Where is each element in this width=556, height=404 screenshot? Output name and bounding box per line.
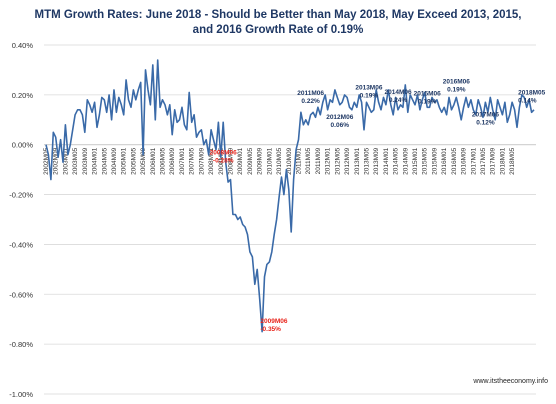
x-tick-label: 2009M09 <box>257 147 264 174</box>
x-tick-label: 2006M09 <box>169 147 176 174</box>
annotation-value: 0.06% <box>331 122 350 129</box>
x-tick-label: 2011M01 <box>295 147 302 174</box>
x-tick-label: 2015M05 <box>422 147 429 174</box>
x-tick-label: 2004M05 <box>101 147 108 174</box>
annotation-label: 2008M06 <box>210 149 237 156</box>
y-tick-label: 0.20% <box>12 91 34 100</box>
x-tick-label: 2011M05 <box>305 147 312 174</box>
x-tick-label: 2002M09 <box>53 147 60 174</box>
annotation-value: -0.28% <box>213 157 234 164</box>
x-tick-label: 2016M05 <box>451 147 458 174</box>
x-tick-label: 2010M09 <box>286 147 293 174</box>
annotation-label: 2017M06 <box>472 111 499 118</box>
x-tick-label: 2018M05 <box>509 147 516 174</box>
y-tick-label: -0.20% <box>9 191 33 200</box>
annotation-value: 0.19% <box>447 86 466 93</box>
x-tick-label: 2005M09 <box>140 147 147 174</box>
x-tick-label: 2017M09 <box>490 147 497 174</box>
x-tick-label: 2011M09 <box>315 147 322 174</box>
x-tick-label: 2007M01 <box>179 147 186 174</box>
x-tick-label: 2015M01 <box>412 147 419 174</box>
x-tick-label: 2013M09 <box>373 147 380 174</box>
source-footer: www.itstheeconomy.info <box>472 378 548 385</box>
annotation-value: -0.35% <box>260 326 281 333</box>
annotation-label: 2011M06 <box>297 90 324 97</box>
annotation-label: 2014M06 <box>384 89 411 96</box>
x-tick-label: 2004M09 <box>111 147 118 174</box>
chart-title: MTM Growth Rates: June 2018 - Should be … <box>0 8 556 38</box>
x-tick-label: 2009M01 <box>237 147 244 174</box>
x-tick-label: 2015M09 <box>431 147 438 174</box>
x-tick-label: 2008M09 <box>228 147 235 174</box>
x-tick-label: 2007M05 <box>189 147 196 174</box>
y-tick-label: -0.80% <box>9 340 33 349</box>
x-tick-label: 2016M09 <box>461 147 468 174</box>
chart-title-line-2: and 2016 Growth Rate of 0.19% <box>192 24 364 36</box>
annotation-value: 0.14% <box>518 97 537 104</box>
x-tick-label: 2006M05 <box>160 147 167 174</box>
x-tick-label: 2014M05 <box>393 147 400 174</box>
x-tick-label: 2018M01 <box>499 147 506 174</box>
annotation-value: 0.24% <box>389 97 408 104</box>
annotation-label: 2015M06 <box>414 90 441 97</box>
annotation-label: 2012M06 <box>326 114 353 121</box>
x-tick-label: 2012M09 <box>344 147 351 174</box>
annotation-value: 0.22% <box>301 98 320 105</box>
x-tick-label: 2006M01 <box>150 147 157 174</box>
x-tick-label: 2013M01 <box>354 147 361 174</box>
x-tick-label: 2008M05 <box>218 147 225 174</box>
x-tick-label: 2014M01 <box>383 147 390 174</box>
x-tick-label: 2003M01 <box>62 147 69 174</box>
series-line-mtm-growth <box>45 59 535 333</box>
x-tick-label: 2010M01 <box>266 147 273 174</box>
x-tick-label: 2017M05 <box>480 147 487 174</box>
y-tick-label: 0.00% <box>12 141 34 150</box>
series-layer <box>45 59 535 333</box>
x-tick-label: 2014M09 <box>402 147 409 174</box>
x-tick-label: 2007M09 <box>198 147 205 174</box>
x-tick-label: 2012M01 <box>325 147 332 174</box>
x-tick-label: 2003M05 <box>72 147 79 174</box>
x-tick-label: 2005M01 <box>121 147 128 174</box>
x-tick-label: 2004M01 <box>92 147 99 174</box>
annotation-label: 2013M06 <box>355 84 382 91</box>
x-tick-label: 2012M05 <box>334 147 341 174</box>
chart-title-line-1: MTM Growth Rates: June 2018 - Should be … <box>34 9 522 21</box>
annotation-value: 0.19% <box>418 98 437 105</box>
y-tick-label: 0.40% <box>12 41 34 50</box>
x-axis-tick-labels: 2002M05 2002M09 2003M01 2003M05 2003M09 2004M… <box>43 147 516 174</box>
annotation-value: 0.19% <box>360 92 379 99</box>
x-tick-label: 2010M05 <box>276 147 283 174</box>
y-tick-label: -0.60% <box>9 290 33 299</box>
x-tick-label: 2016M01 <box>441 147 448 174</box>
x-tick-label: 2002M05 <box>43 147 50 174</box>
grid-lines <box>44 44 536 395</box>
x-tick-label: 2008M01 <box>208 147 215 174</box>
y-tick-label: -0.40% <box>9 240 33 249</box>
x-tick-label: 2009M05 <box>247 147 254 174</box>
y-tick-label: -1.00% <box>9 390 33 399</box>
annotation-label: 2018M05 <box>518 89 545 96</box>
x-tick-label: 2013M05 <box>363 147 370 174</box>
y-axis-tick-labels: 0.40% 0.20% 0.00% -0.20% -0.40% -0.60% -0.80% -… <box>9 41 33 399</box>
annotation-label: 2009M06 <box>260 318 287 325</box>
x-tick-label: 2003M09 <box>82 147 89 174</box>
x-tick-label: 2005M05 <box>130 147 137 174</box>
annotation-label: 2016M06 <box>443 78 470 85</box>
x-tick-label: 2017M01 <box>470 147 477 174</box>
annotation-value: 0.12% <box>476 119 495 126</box>
